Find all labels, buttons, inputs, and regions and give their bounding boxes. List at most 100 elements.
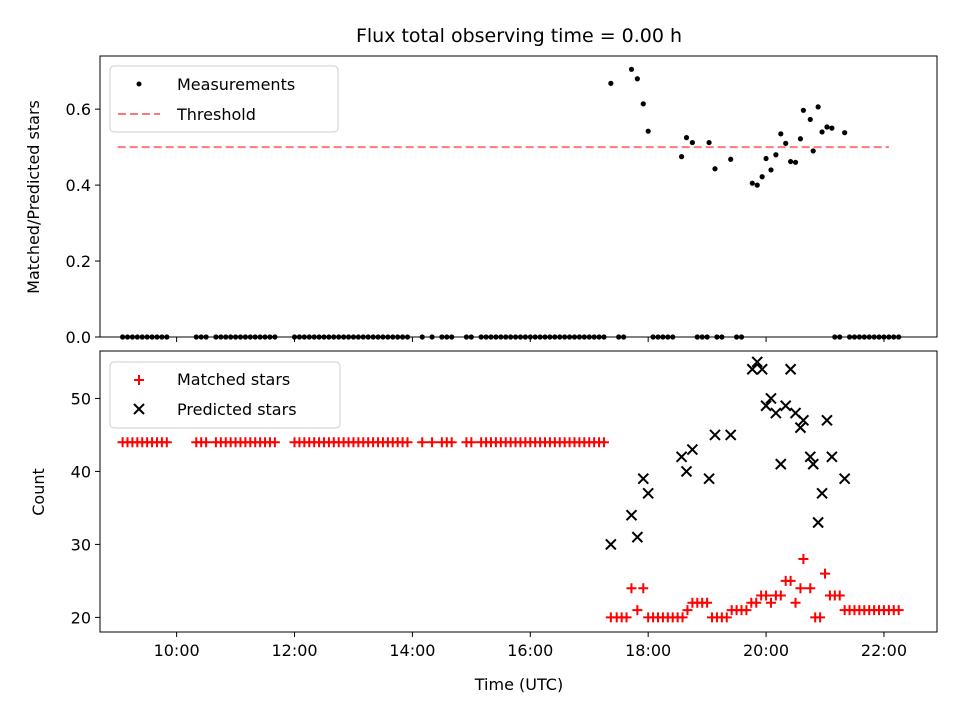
matched-star-point [820,568,831,579]
matched-star-point [677,612,688,623]
bottom-panel: 20 30 40 50 10:00 12:00 14:00 16:00 18:00 20:00 2… [29,350,938,694]
bottom-legend: Matched stars Predicted stars [109,361,341,429]
predicted-star-point [625,509,638,521]
bottom-plot-area [117,356,904,623]
measurement-point [683,135,690,141]
predicted-star-point [784,363,797,375]
matched-star-point [805,583,816,594]
predicted-star-point [797,414,810,427]
top-y-axis-label: Matched/Predicted stars [24,100,43,294]
measurement-point [678,154,685,160]
bottom-y-ticks: 20 30 40 50 [71,389,100,627]
matched-star-point [761,590,772,601]
legend-predicted-marker [133,403,145,415]
measurement-point [754,182,760,188]
matched-star-point [466,437,477,448]
bottom-y-tick-label: 30 [71,535,91,554]
top-x-ticks [176,337,885,342]
predicted-star-point [807,458,819,470]
matched-star-point [402,437,413,448]
x-tick-label: 22:00 [861,641,907,660]
predicted-star-point [775,458,787,470]
measurement-point [778,131,784,137]
matched-star-point [815,612,826,623]
x-tick-label: 16:00 [507,641,553,660]
measurement-point [788,158,794,165]
measurement-point [800,107,806,113]
measurement-point [645,128,651,134]
matched-star-point [161,437,172,448]
predicted-star-point [642,487,654,500]
measurement-point [842,130,848,136]
measurement-point [640,101,646,107]
top-y-tick-label: 0.6 [66,100,91,119]
x-tick-label: 12:00 [271,641,317,660]
measurement-point [712,166,718,172]
predicted-star-point [724,429,737,441]
measurement-point [728,156,734,162]
bottom-y-tick-label: 20 [71,608,91,627]
predicted-star-point [675,451,688,463]
matched-star-point [795,583,806,594]
measurement-point [819,129,825,135]
predicted-star-point [631,531,644,543]
measurement-point [759,174,765,180]
predicted-star-point [826,451,838,463]
predicted-star-point [637,473,649,485]
predicted-star-point [780,400,792,412]
matched-star-point [765,597,776,608]
chart-title: Flux total observing time = 0.00 h [356,25,682,47]
predicted-star-point [703,473,715,485]
measurement-point [749,180,755,186]
top-y-tick-label: 0.4 [66,176,91,195]
matched-star-point [702,597,713,608]
legend-measurements-marker [136,81,142,87]
matched-star-point [598,437,609,448]
matched-star-point [775,590,786,601]
x-tick-label: 18:00 [625,641,671,660]
top-panel: Flux total observing time = 0.00 h 0.00.… [24,25,938,347]
matched-star-point [741,605,752,616]
legend-predicted-label: Predicted stars [177,400,297,419]
top-axes-frame [99,55,938,338]
matched-star-point [626,583,637,594]
matched-star-point [682,605,693,616]
matched-star-point [893,605,904,616]
top-y-ticks: 0.0 0.2 0.4 0.6 [66,100,100,347]
measurement-point [763,155,769,162]
matched-star-point [417,437,428,448]
measurement-point [792,159,799,165]
predicted-star-point [821,414,833,427]
predicted-star-point [838,473,851,485]
legend-measurements-label: Measurements [177,75,295,94]
legend-matched-label: Matched stars [177,370,290,389]
bottom-legend-box [109,361,341,429]
predicted-star-point [680,465,693,478]
top-legend: Measurements Threshold [109,65,339,133]
matched-star-point [721,612,732,623]
matched-star-point [638,583,649,594]
legend-threshold-label: Threshold [176,105,256,124]
legend-matched-marker [134,375,144,385]
predicted-star-point [794,421,807,434]
matched-star-point [751,597,762,608]
predicted-star-point [816,487,828,500]
predicted-star-point [756,363,768,375]
measurement-point [810,148,816,154]
matched-star-point [269,437,280,448]
predicted-star-point [709,429,721,441]
measurement-point [783,140,789,146]
measurement-point [829,125,835,131]
bottom-y-tick-label: 40 [71,462,91,481]
x-axis-label: Time (UTC) [474,675,563,694]
measurement-point [628,66,635,72]
predicted-star-point [804,451,816,463]
measurement-point [797,136,804,142]
measurement-point [815,104,821,110]
matched-star-point [785,575,796,586]
predicted-star-point [686,443,699,456]
predicted-star-point [760,400,772,412]
measurement-point [634,76,640,82]
matched-star-point [798,554,809,565]
